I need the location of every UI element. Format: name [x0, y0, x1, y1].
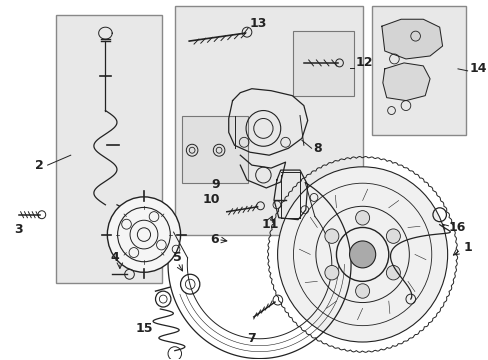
Circle shape: [349, 241, 375, 268]
Bar: [56, 15, 162, 283]
Text: 7: 7: [247, 332, 256, 345]
Bar: [182, 116, 247, 183]
Bar: [371, 6, 465, 135]
Circle shape: [386, 229, 400, 243]
Text: 10: 10: [202, 193, 220, 206]
Text: 14: 14: [468, 62, 486, 75]
Bar: [174, 6, 362, 235]
Text: 15: 15: [135, 322, 152, 336]
Circle shape: [277, 167, 447, 342]
Circle shape: [386, 265, 400, 280]
Text: 11: 11: [261, 218, 279, 231]
Circle shape: [324, 265, 338, 280]
Text: 8: 8: [313, 142, 322, 155]
Bar: [293, 31, 353, 96]
Polygon shape: [381, 19, 442, 59]
Text: 12: 12: [355, 57, 373, 69]
Text: 5: 5: [173, 251, 182, 264]
Text: 16: 16: [447, 221, 465, 234]
Text: 6: 6: [210, 233, 219, 246]
Text: 4: 4: [110, 251, 119, 264]
Text: 3: 3: [14, 223, 23, 236]
Circle shape: [324, 229, 338, 243]
Circle shape: [355, 211, 369, 225]
Text: 2: 2: [35, 159, 43, 172]
Text: 1: 1: [463, 241, 471, 254]
Text: 13: 13: [249, 17, 267, 30]
Polygon shape: [382, 63, 429, 100]
Circle shape: [355, 284, 369, 298]
Text: 9: 9: [210, 179, 219, 192]
Circle shape: [107, 197, 180, 272]
